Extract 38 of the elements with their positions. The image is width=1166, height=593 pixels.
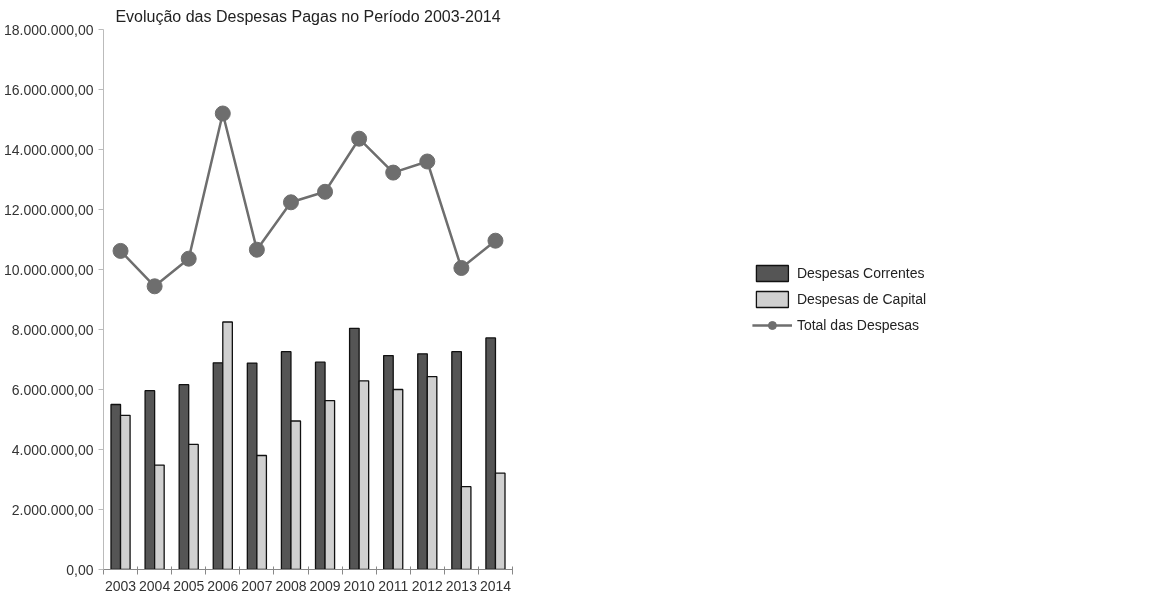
y-tick-label: 6.000.000,00 <box>11 381 94 398</box>
point <box>453 260 470 276</box>
point <box>419 153 436 170</box>
x-tick-label: 2011 <box>378 577 409 593</box>
x-tick-label: 2013 <box>445 577 478 593</box>
y-tick-label: 10.000.000,00 <box>3 261 94 278</box>
point <box>317 183 334 200</box>
x-tick-label: 2012 <box>411 577 444 593</box>
point <box>487 232 504 249</box>
x-tick-label: 2014 <box>479 577 512 593</box>
point <box>351 130 368 147</box>
point <box>180 250 197 267</box>
x-tick-label: 2003 <box>104 577 137 593</box>
y-tick-label: 14.000.000,00 <box>3 141 94 158</box>
y-tick-label: 8.000.000,00 <box>11 321 94 338</box>
y-tick-label: 18.000.000,00 <box>3 21 94 38</box>
x-tick-label: 2010 <box>343 577 375 593</box>
y-tick-label: 12.000.000,00 <box>3 201 94 218</box>
x-tick-label: 2007 <box>241 577 273 593</box>
x-tick-label: 2004 <box>139 577 171 593</box>
y-tick-label: 4.000.000,00 <box>11 441 94 458</box>
point <box>146 278 163 295</box>
x-tick-label: 2005 <box>173 577 205 593</box>
y-tick-label: 16.000.000,00 <box>3 81 94 98</box>
chart-title: Evolução das Despesas Pagas no Período 2003-2014 <box>115 7 501 25</box>
x-tick-label: 2009 <box>309 577 341 593</box>
point <box>112 242 129 259</box>
point <box>214 105 231 122</box>
x-tick-label: 2006 <box>207 577 239 593</box>
x-tick-label: 2008 <box>275 577 307 593</box>
legend-label: Total das Despesas <box>796 317 920 333</box>
y-tick-label: 0,00 <box>66 561 94 578</box>
y-tick-label: 2.000.000,00 <box>11 501 94 518</box>
point <box>385 164 402 181</box>
point <box>282 194 299 211</box>
legend-label: Despesas Correntes <box>796 265 925 281</box>
legend-label: Despesas de Capital <box>796 291 927 307</box>
point <box>248 241 265 258</box>
